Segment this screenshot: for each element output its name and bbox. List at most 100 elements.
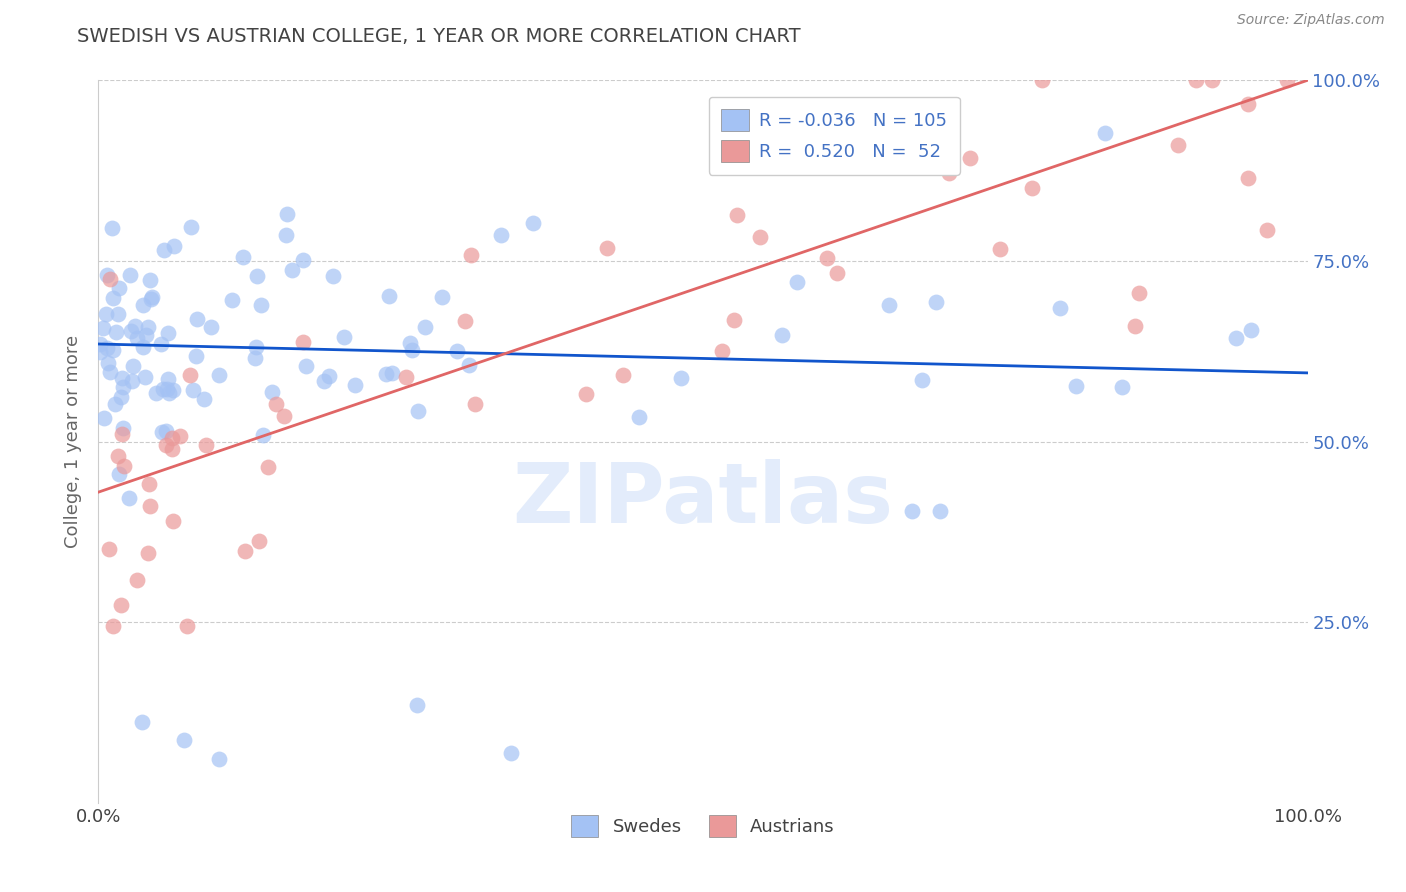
Legend: Swedes, Austrians: Swedes, Austrians xyxy=(564,808,842,845)
Point xyxy=(612,368,634,383)
Point xyxy=(180,219,202,234)
Point xyxy=(153,243,176,257)
Point xyxy=(1236,96,1258,111)
Point xyxy=(727,208,749,222)
Point xyxy=(100,220,122,235)
Point xyxy=(1236,171,1258,186)
Point xyxy=(501,747,523,761)
Point xyxy=(395,370,418,384)
Point xyxy=(628,410,651,425)
Point xyxy=(274,228,297,243)
Point xyxy=(193,392,215,406)
Point xyxy=(176,619,198,633)
Point xyxy=(96,341,118,355)
Point xyxy=(322,268,344,283)
Point xyxy=(157,372,180,386)
Point xyxy=(378,289,401,303)
Point xyxy=(97,356,120,370)
Point xyxy=(98,365,121,379)
Point xyxy=(413,320,436,334)
Point xyxy=(333,330,356,344)
Point xyxy=(245,340,267,354)
Point xyxy=(149,337,172,351)
Point xyxy=(457,358,479,372)
Point xyxy=(121,359,143,373)
Point xyxy=(247,533,270,548)
Point xyxy=(1031,73,1053,87)
Text: Source: ZipAtlas.com: Source: ZipAtlas.com xyxy=(1237,13,1385,28)
Point xyxy=(406,404,429,418)
Point xyxy=(125,331,148,345)
Point xyxy=(1201,73,1223,87)
Point xyxy=(281,263,304,277)
Point xyxy=(101,343,124,358)
Point xyxy=(139,273,162,287)
Text: ZIPatlas: ZIPatlas xyxy=(513,458,893,540)
Point xyxy=(1225,331,1247,345)
Point xyxy=(134,370,156,384)
Point xyxy=(138,546,160,560)
Point xyxy=(108,467,131,481)
Point xyxy=(575,387,598,401)
Point xyxy=(910,373,932,387)
Point xyxy=(343,377,366,392)
Point xyxy=(446,344,468,359)
Point xyxy=(749,230,772,244)
Point xyxy=(173,733,195,747)
Point xyxy=(1184,73,1206,87)
Point xyxy=(162,514,184,528)
Point xyxy=(988,242,1011,256)
Point xyxy=(120,268,142,282)
Point xyxy=(163,239,186,253)
Point xyxy=(98,272,121,286)
Point xyxy=(104,397,127,411)
Point xyxy=(94,306,117,320)
Point xyxy=(1111,380,1133,394)
Point xyxy=(938,166,960,180)
Point xyxy=(162,384,184,398)
Point xyxy=(405,698,427,712)
Point xyxy=(107,450,129,464)
Point xyxy=(110,390,132,404)
Point xyxy=(221,293,243,307)
Point xyxy=(91,321,114,335)
Point xyxy=(1256,223,1278,237)
Point xyxy=(108,281,131,295)
Point xyxy=(121,374,143,388)
Point xyxy=(596,241,619,255)
Point xyxy=(770,327,793,342)
Point xyxy=(1128,285,1150,300)
Point xyxy=(294,359,316,373)
Point xyxy=(264,396,287,410)
Point xyxy=(245,351,267,365)
Point xyxy=(1167,138,1189,153)
Point xyxy=(160,431,183,445)
Point xyxy=(152,382,174,396)
Point xyxy=(208,751,231,765)
Point xyxy=(879,298,901,312)
Point xyxy=(194,438,217,452)
Point xyxy=(252,428,274,442)
Point xyxy=(110,426,132,441)
Point xyxy=(1049,301,1071,315)
Point xyxy=(246,269,269,284)
Point xyxy=(786,275,808,289)
Point xyxy=(723,313,745,327)
Point xyxy=(136,320,159,334)
Point xyxy=(1094,126,1116,140)
Point xyxy=(401,343,423,358)
Point xyxy=(925,294,948,309)
Point xyxy=(155,438,177,452)
Point xyxy=(184,349,207,363)
Point xyxy=(145,386,167,401)
Point xyxy=(89,345,111,359)
Point xyxy=(124,318,146,333)
Point xyxy=(181,383,204,397)
Point xyxy=(132,340,155,354)
Point xyxy=(138,476,160,491)
Point xyxy=(101,619,124,633)
Point xyxy=(155,424,177,438)
Point xyxy=(156,382,179,396)
Text: SWEDISH VS AUSTRIAN COLLEGE, 1 YEAR OR MORE CORRELATION CHART: SWEDISH VS AUSTRIAN COLLEGE, 1 YEAR OR M… xyxy=(77,27,801,45)
Point xyxy=(1275,73,1298,87)
